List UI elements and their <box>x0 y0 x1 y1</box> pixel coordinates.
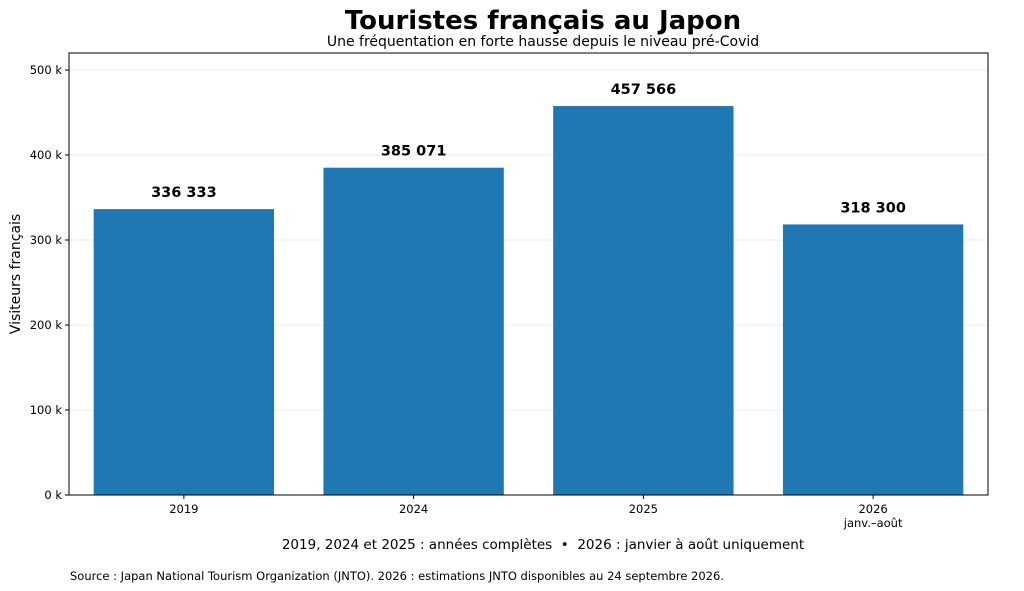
bars <box>93 106 964 496</box>
x-tick-sublabel-2026: janv.–août <box>843 516 903 530</box>
bar-2024 <box>323 167 504 496</box>
data-label-2019: 336 333 <box>151 185 217 201</box>
y-tick-label: 400 k <box>30 148 63 162</box>
y-tick-label: 200 k <box>30 318 63 332</box>
x-tick-label-2019: 2019 <box>169 502 198 516</box>
data-label-2025: 457 566 <box>611 82 677 98</box>
plot-frame <box>68 52 989 496</box>
y-tick-label: 0 k <box>44 488 62 502</box>
bar-2019 <box>93 209 275 495</box>
y-axis-label: Visiteurs français <box>8 214 24 334</box>
x-tick-label-2025: 2025 <box>629 502 658 516</box>
chart-note: 2019, 2024 et 2025 : années complètes • … <box>282 537 804 553</box>
bar-2025 <box>553 106 734 495</box>
y-tick-label: 100 k <box>30 403 63 417</box>
data-labels: 336 333 385 071 457 566 318 300 <box>151 82 906 216</box>
x-tick-label-2024: 2024 <box>399 502 428 516</box>
bar-2026 <box>782 224 964 495</box>
y-tick-label: 500 k <box>30 63 63 77</box>
y-axis-ticks: 0 k 100 k 200 k 300 k 400 k 500 k <box>30 63 69 502</box>
data-label-2026: 318 300 <box>840 200 906 216</box>
chart-source: Source : Japan National Tourism Organiza… <box>70 569 724 583</box>
chart-subtitle: Une fréquentation en forte hausse depuis… <box>327 34 759 50</box>
chart-title: Touristes français au Japon <box>345 6 741 36</box>
x-tick-label-2026: 2026 <box>858 502 887 516</box>
data-label-2024: 385 071 <box>381 144 447 160</box>
y-tick-label: 300 k <box>30 233 63 247</box>
